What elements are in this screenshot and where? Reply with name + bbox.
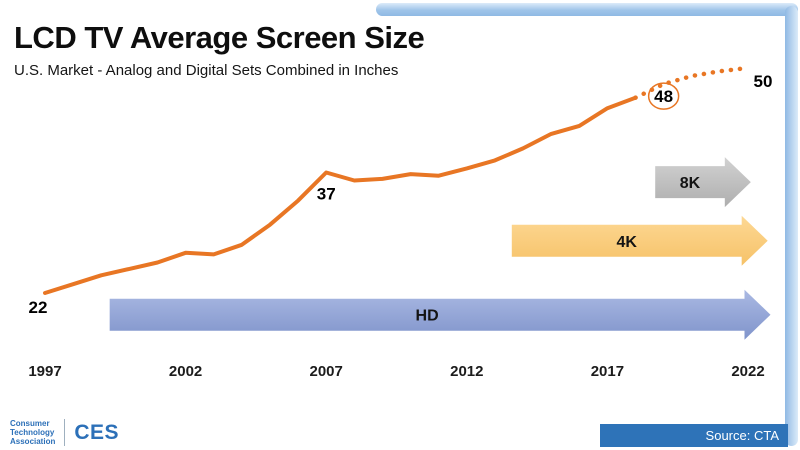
annotation-circle <box>647 82 680 110</box>
right-accent-bar <box>785 6 798 446</box>
annotation-label: 50 <box>754 72 773 91</box>
x-tick-label: 1997 <box>28 363 61 380</box>
band-arrow-4k: 4K <box>511 215 768 266</box>
cta-logo-line: Consumer <box>10 419 50 428</box>
x-tick-label: 2022 <box>731 363 764 380</box>
x-tick-label: 2002 <box>169 363 202 380</box>
trend-line-projected <box>633 65 751 100</box>
annotation-label: 37 <box>317 184 336 203</box>
header: LCD TV Average Screen Size U.S. Market -… <box>14 20 425 79</box>
band-label-hd: HD <box>416 308 439 325</box>
band-arrow-hd: HD <box>109 289 771 340</box>
cta-logo-line: Technology <box>10 428 55 437</box>
source-bar: Source: CTA <box>600 424 788 447</box>
cta-logo-line: Association <box>10 437 56 446</box>
band-arrow-8k: 8K <box>655 157 751 208</box>
x-tick-label: 2012 <box>450 363 483 380</box>
page-subtitle: U.S. Market - Analog and Digital Sets Co… <box>14 62 399 79</box>
x-tick-label: 2017 <box>591 363 624 380</box>
trend-line-actual <box>43 95 638 295</box>
cta-logo-text: Consumer Technology Association <box>10 419 55 446</box>
annotation-label: 48 <box>654 87 673 106</box>
x-tick-label: 2007 <box>310 363 343 380</box>
band-label-8k: 8K <box>680 175 701 192</box>
source-text: Source: CTA <box>705 428 779 443</box>
top-accent-bar <box>376 3 798 16</box>
page-title: LCD TV Average Screen Size <box>14 20 425 55</box>
cta-ces-logo: Consumer Technology Association CES <box>10 419 119 446</box>
annotation-label: 22 <box>29 298 48 317</box>
ces-logo: CES <box>74 420 120 444</box>
band-label-4k: 4K <box>617 234 638 251</box>
logo-divider <box>64 419 66 446</box>
